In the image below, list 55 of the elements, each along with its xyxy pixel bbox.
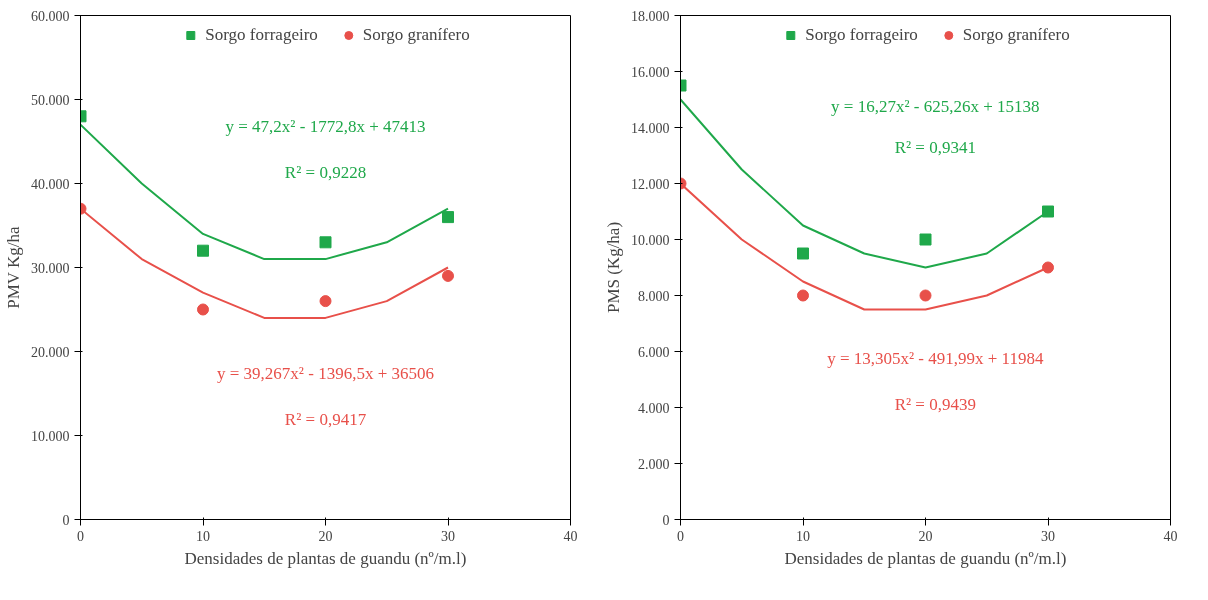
y-tick-label: 10.000 xyxy=(31,428,70,444)
x-tick-label: 10 xyxy=(796,528,810,544)
y-tick-label: 10.000 xyxy=(631,232,670,248)
x-tick-label: 30 xyxy=(441,528,455,544)
y-tick-label: 12.000 xyxy=(631,176,670,192)
y-tick-label: 40.000 xyxy=(31,176,70,192)
point xyxy=(1042,261,1054,274)
annotation: R² = 0,9439 xyxy=(894,394,976,414)
annotation: R² = 0,9417 xyxy=(284,409,367,429)
annotation: y = 13,305x² - 491,99x + 11984 xyxy=(827,349,1044,369)
point xyxy=(1042,205,1054,218)
x-tick-label: 40 xyxy=(563,528,578,544)
x-axis-title: Densidades de plantas de guandu (nº/m.l) xyxy=(784,548,1067,568)
point xyxy=(197,244,209,257)
point xyxy=(319,236,332,249)
y-tick-label: 2.000 xyxy=(638,456,670,472)
legend-label: Sorgo forrageiro xyxy=(205,25,318,45)
x-tick-label: 30 xyxy=(1041,528,1055,544)
y-tick-label: 60.000 xyxy=(31,8,70,24)
y-tick-label: 30.000 xyxy=(31,260,70,276)
point xyxy=(197,303,209,316)
x-tick-label: 20 xyxy=(318,528,333,544)
point xyxy=(797,247,809,260)
point xyxy=(319,295,332,308)
point xyxy=(442,269,454,282)
x-tick-label: 0 xyxy=(677,528,684,544)
x-axis-title: Densidades de plantas de guandu (nº/m.l) xyxy=(184,548,467,568)
y-axis-title: PMV Kg/ha xyxy=(4,226,23,309)
y-axis-title: PMS (Kg/ha) xyxy=(604,221,623,314)
y-tick-label: 20.000 xyxy=(31,344,70,360)
annotation: y = 39,267x² - 1396,5x + 36506 xyxy=(217,364,434,384)
y-tick-label: 0 xyxy=(662,512,670,528)
y-tick-label: 0 xyxy=(62,512,70,528)
x-tick-label: 40 xyxy=(1163,528,1178,544)
x-tick-label: 0 xyxy=(77,528,84,544)
annotation: y = 47,2x² - 1772,8x + 47413 xyxy=(225,117,426,137)
y-tick-label: 8.000 xyxy=(638,288,670,304)
x-tick-label: 20 xyxy=(918,528,933,544)
legend-label: Sorgo granífero xyxy=(962,25,1070,45)
y-tick-label: 50.000 xyxy=(31,92,70,108)
y-tick-label: 16.000 xyxy=(631,64,670,80)
y-tick-label: 18.000 xyxy=(631,8,670,24)
annotation: y = 16,27x² - 625,26x + 15138 xyxy=(831,97,1040,117)
legend-label: Sorgo forrageiro xyxy=(805,25,918,45)
annotation: R² = 0,9228 xyxy=(284,162,367,182)
y-tick-label: 6.000 xyxy=(638,344,670,360)
point xyxy=(919,289,932,302)
x-tick-label: 10 xyxy=(196,528,210,544)
point xyxy=(919,233,932,246)
legend-label: Sorgo granífero xyxy=(362,25,470,45)
y-tick-label: 14.000 xyxy=(631,120,670,136)
y-tick-label: 4.000 xyxy=(638,400,670,416)
point xyxy=(442,211,454,224)
point xyxy=(797,289,809,302)
annotation: R² = 0,9341 xyxy=(894,137,976,157)
